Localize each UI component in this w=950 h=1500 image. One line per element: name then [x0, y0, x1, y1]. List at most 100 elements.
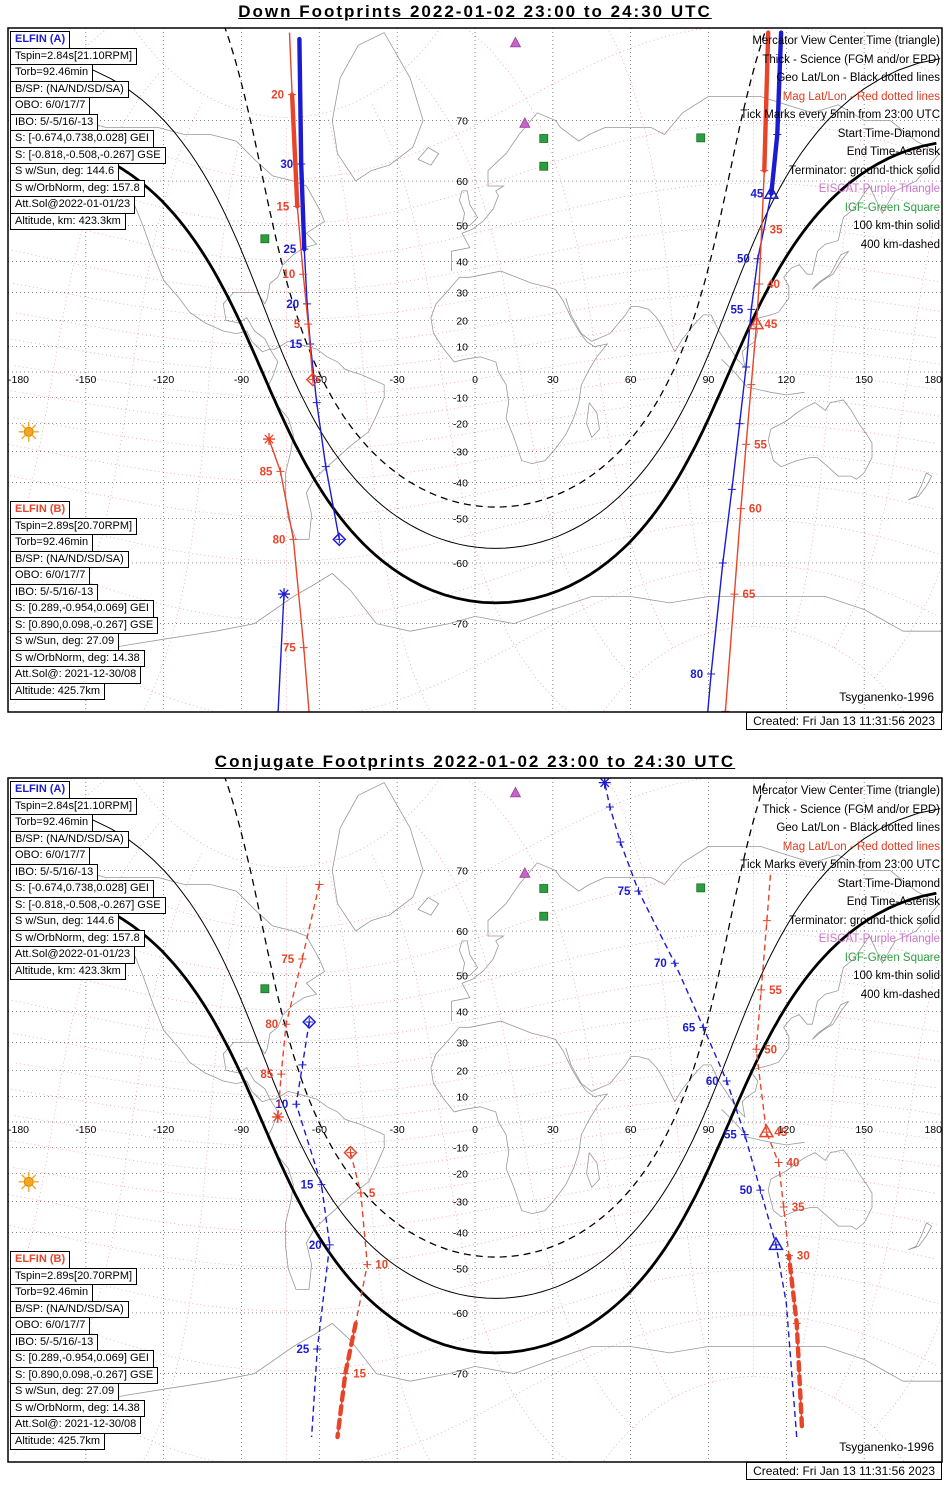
mag-lat-gridline	[132, 28, 441, 118]
mag-lat-gridline	[8, 564, 937, 712]
legend-line: Geo Lat/Lon - Black dotted lines	[776, 72, 940, 84]
info-line: S: [0.289,-0.954,0.069] GEI	[10, 1350, 154, 1368]
coastline	[266, 340, 385, 540]
mag-lat-gridline	[10, 452, 937, 518]
legend-line: Thick - Science (FGM and/or EPD)	[762, 53, 940, 66]
lat-label: -50	[453, 514, 468, 526]
eiscat-triangle-icon	[519, 116, 531, 128]
mag-lon-gridline	[371, 853, 571, 1462]
track-minute-label: 60	[706, 1076, 719, 1088]
coastline	[908, 1222, 933, 1251]
track-tick-mark	[742, 362, 751, 371]
track-tick-mark	[277, 1070, 286, 1079]
mag-lon-gridline	[465, 28, 674, 649]
legend-line: Mag Lat/Lon - Red dotted lines	[782, 90, 940, 103]
info-line: B/SP: (NA/ND/SD/SA)	[10, 1300, 129, 1318]
info-line: S: [-0.674,0.738,0.028] GEI	[10, 880, 154, 898]
map-border	[7, 27, 943, 713]
track-minute-label: 55	[731, 304, 744, 316]
lat-label: -30	[453, 1197, 468, 1209]
eiscat-triangle-icon	[519, 866, 531, 878]
sun-ray	[21, 1184, 26, 1190]
track-tick-mark	[315, 880, 324, 889]
coastline	[586, 402, 600, 439]
sun-ray	[21, 424, 26, 429]
track-minute-label: 60	[749, 504, 762, 516]
track-tick-mark	[718, 558, 727, 567]
track-minute-label: 85	[260, 466, 273, 478]
coastline	[331, 782, 424, 932]
track-tick-mark	[299, 270, 308, 279]
track-tick-mark	[730, 590, 739, 599]
model-credit: Tsyganenko-1996	[839, 690, 934, 704]
elfin_a-label: ELFIN (A)	[10, 31, 71, 49]
lat-label: 10	[456, 1092, 468, 1104]
track-minute-label: 30	[797, 1251, 810, 1263]
coastline	[43, 870, 325, 1103]
lat-label: 60	[456, 926, 468, 938]
track-tick-mark	[742, 440, 751, 449]
info-line: Torb=92.46min	[10, 1284, 94, 1302]
track-tick-mark	[346, 1148, 355, 1157]
track-minute-label: 55	[724, 1130, 737, 1142]
info-line: Torb=92.46min	[10, 814, 94, 832]
igf-square-icon	[696, 133, 706, 143]
legend-line: Geo Lat/Lon - Black dotted lines	[776, 822, 940, 834]
legend-line: Terminator: ground-thick solid	[789, 914, 940, 927]
lon-label: 180	[924, 1124, 942, 1136]
info-line: S: [-0.674,0.738,0.028] GEI	[10, 130, 154, 148]
lon-label: 0	[472, 1124, 478, 1136]
lon-label: -120	[153, 1124, 174, 1136]
track-tick-mark	[762, 1128, 771, 1137]
lat-label: 10	[456, 342, 468, 354]
track-tick-mark	[317, 1180, 326, 1189]
mag-lon-gridline	[371, 103, 571, 712]
track-tick-mark	[792, 1319, 801, 1328]
lon-label: -150	[75, 1124, 96, 1136]
track-minute-label: 35	[770, 225, 783, 237]
track-minute-label: 55	[769, 985, 782, 997]
center-time-triangle-icon	[748, 315, 765, 330]
track-tick-mark	[363, 1260, 372, 1269]
track-tick-mark	[767, 189, 776, 198]
track-minute-label: 25	[296, 1344, 309, 1356]
track-minute-label: 20	[286, 299, 299, 311]
track-path-elfin-b	[288, 32, 314, 380]
legend-line: 400 km-dashed	[860, 988, 940, 1001]
sun-ray	[21, 1174, 26, 1179]
coastline	[721, 1109, 805, 1146]
mag-lat-gridline	[10, 372, 937, 423]
legend-line: Mercator View Center Time (triangle)	[752, 785, 940, 797]
track-tick-mark	[298, 954, 307, 963]
mag-lon-gridline	[14, 853, 203, 1454]
elfin-a-info-box: ELFIN (A) Tspin=2.84s[21.10RPM] Torb=92.46…	[10, 781, 166, 980]
elfin_b-label: ELFIN (B)	[10, 501, 71, 519]
track-minute-label: 80	[690, 669, 703, 681]
mag-lat-gridline	[13, 778, 939, 930]
lat-label: -60	[453, 558, 468, 570]
legend-line: Terminator: ground-thick solid	[789, 164, 940, 177]
mag-lat-gridline	[11, 519, 939, 622]
track-tick-mark	[308, 375, 317, 384]
mag-lat-gridline	[8, 1174, 936, 1232]
lon-label: 30	[547, 374, 559, 386]
lat-label: 30	[456, 287, 468, 299]
track-minute-label: 15	[353, 1369, 366, 1381]
mag-lat-gridline	[13, 28, 939, 180]
mag-lat-gridline	[13, 262, 940, 320]
info-line: Altitude: 425.7km	[10, 682, 105, 700]
lat-label: 40	[456, 1006, 468, 1018]
coastline	[458, 940, 479, 976]
track-minute-label: 75	[281, 954, 294, 966]
created-stamp: Created: Fri Jan 13 11:31:56 2023	[746, 1462, 942, 1480]
sun-ray	[31, 434, 37, 440]
end-time-asterisk-icon	[598, 778, 611, 789]
elfin_b-label: ELFIN (B)	[10, 1251, 71, 1269]
track-tick-mark	[356, 1189, 365, 1198]
lat-label: -10	[453, 1142, 468, 1154]
mag-lat-gridline	[11, 321, 938, 372]
igf-square-icon	[696, 883, 706, 893]
info-line: S w/Sun, deg: 27.09	[10, 633, 120, 651]
coastline	[8, 1322, 942, 1398]
